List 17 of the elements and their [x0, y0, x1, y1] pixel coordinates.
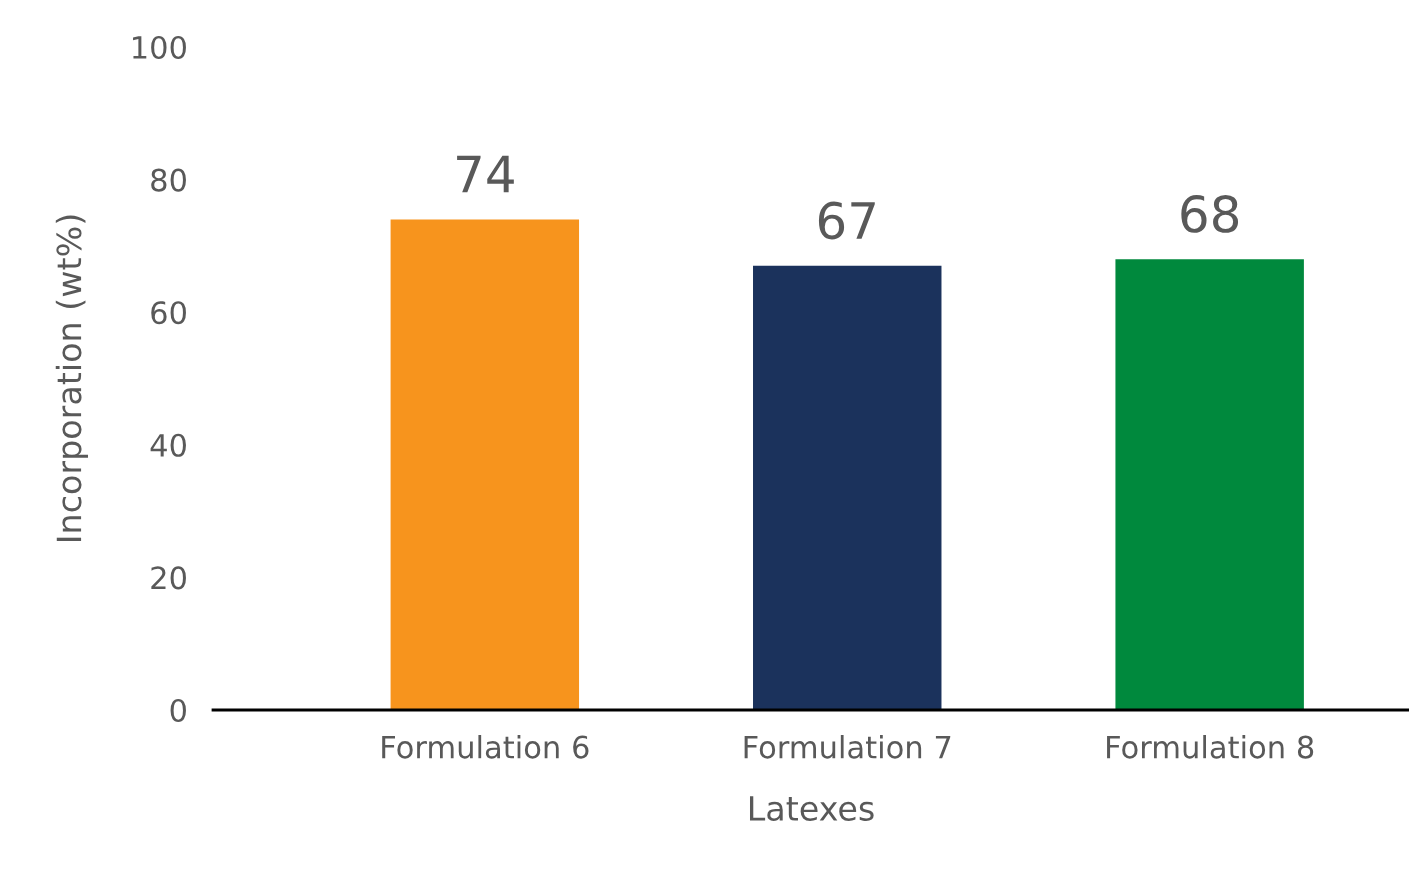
y-tick-label: 20	[151, 566, 186, 590]
data-label: 68	[1181, 194, 1239, 233]
y-tick-label: 0	[170, 698, 186, 723]
y-tick-label: 80	[151, 168, 186, 192]
data-label: 67	[818, 201, 875, 240]
data-label: 74	[457, 155, 514, 193]
bar	[390, 219, 580, 710]
y-axis-title: Incorporation (wt%)	[55, 215, 89, 541]
y-tick-label: 100	[133, 35, 186, 60]
bar	[1115, 259, 1304, 710]
x-tick-label: Formulation 7	[744, 735, 951, 759]
x-tick-label: Formulation 8	[1107, 735, 1314, 759]
x-axis-title: Latexes	[749, 796, 874, 821]
bar	[753, 265, 942, 710]
y-tick-label: 60	[151, 301, 186, 325]
y-tick-label: 40	[150, 433, 186, 457]
x-tick-label: Formulation 6	[382, 735, 589, 759]
